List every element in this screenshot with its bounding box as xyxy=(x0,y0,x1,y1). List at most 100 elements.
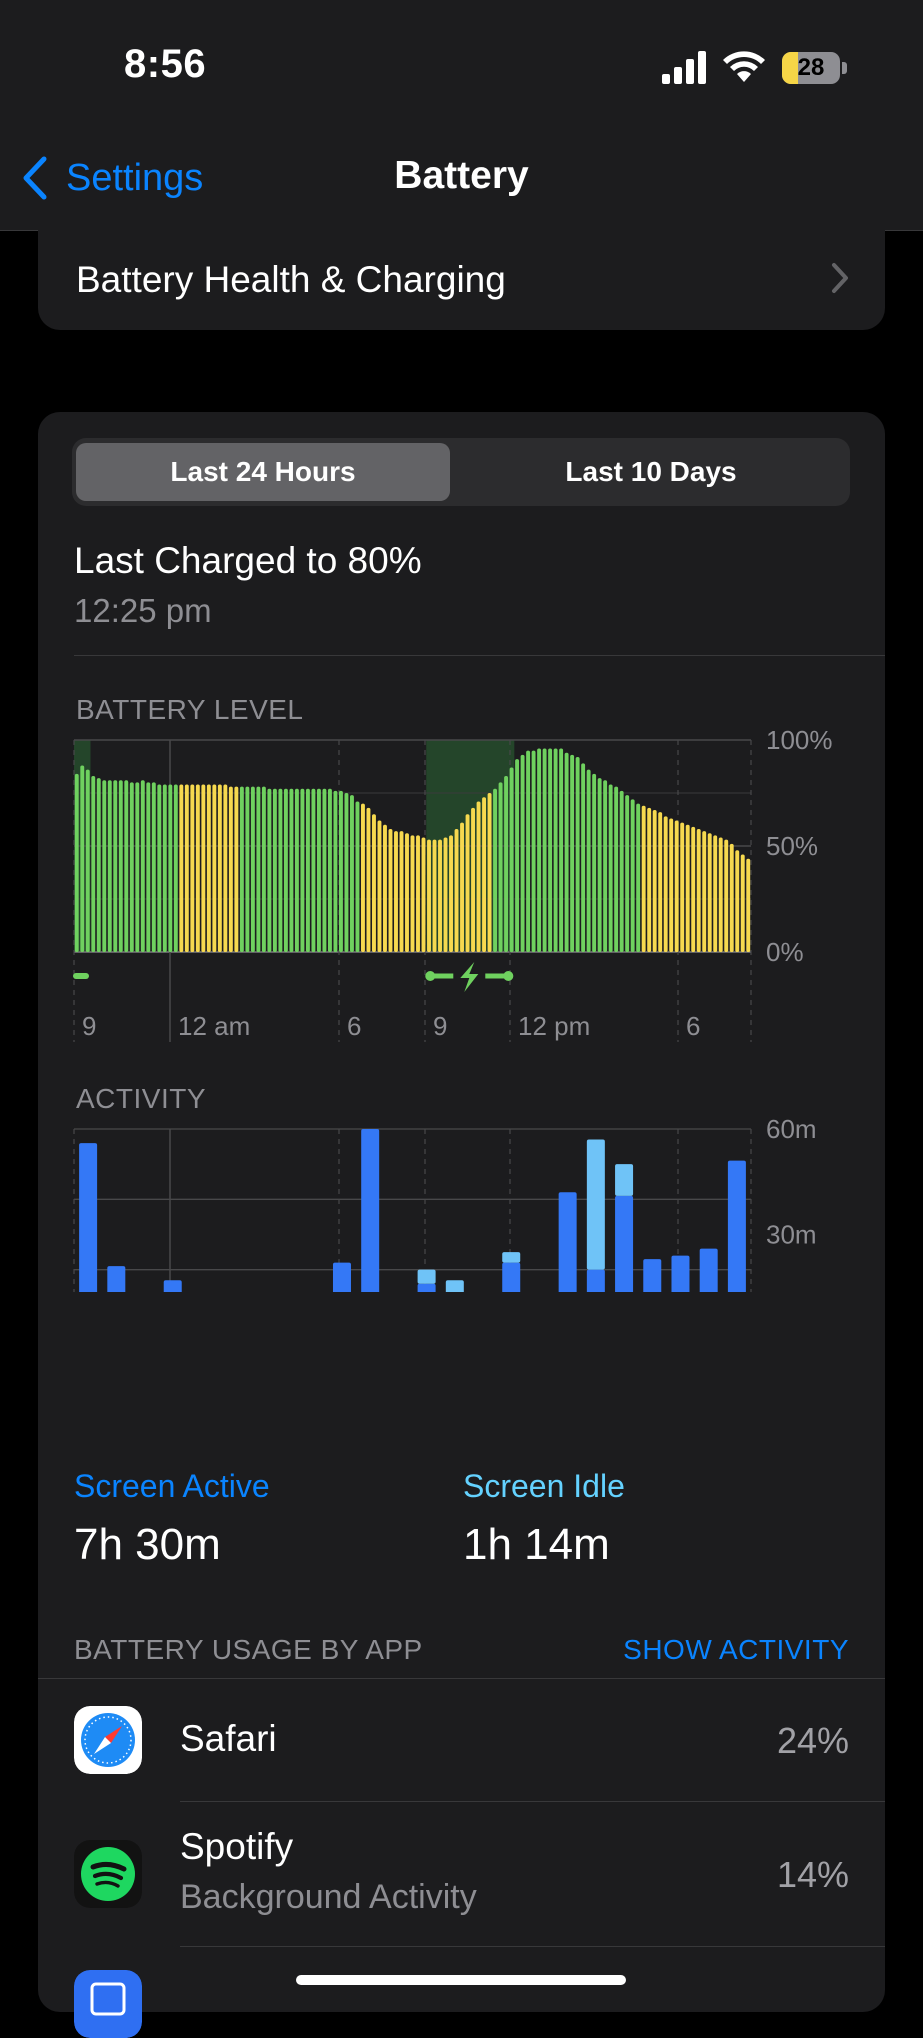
screen-idle-label: Screen Idle xyxy=(463,1468,625,1504)
battery-bar xyxy=(113,780,118,952)
battery-bar xyxy=(427,839,431,952)
battery-bar xyxy=(432,839,437,952)
activity-bar-idle xyxy=(417,1269,436,1284)
battery-bar xyxy=(581,763,586,952)
charging-indicator xyxy=(425,971,436,981)
battery-bar xyxy=(261,786,266,952)
x-tick-label: 12 am xyxy=(178,1011,250,1041)
battery-bar xyxy=(151,782,156,952)
battery-bar xyxy=(559,748,564,952)
y-tick-label: 100% xyxy=(766,725,833,755)
battery-bar xyxy=(625,795,630,952)
battery-level-chart: 100% 50% 0% 9 12 am 6 9 12 pm 6 xyxy=(73,725,833,1042)
activity-bar-active xyxy=(332,1262,351,1292)
x-tick-label: 9 xyxy=(82,1011,96,1041)
battery-bar xyxy=(327,788,332,952)
last-charged-time: 12:25 pm xyxy=(74,592,212,629)
battery-usage-card: Last 24 Hours Last 10 Days Last Charged … xyxy=(38,412,885,2038)
battery-bar xyxy=(377,820,382,952)
battery-bar xyxy=(405,833,409,952)
battery-bar xyxy=(91,776,96,952)
tab-last-10-days[interactable]: Last 10 Days xyxy=(565,456,737,487)
activity-bar-active xyxy=(558,1192,577,1292)
battery-bar xyxy=(383,824,387,952)
battery-bar xyxy=(669,818,674,952)
status-bar xyxy=(0,0,923,230)
activity-bar-idle xyxy=(445,1280,464,1292)
wifi-icon xyxy=(723,51,765,82)
divider xyxy=(38,1678,885,1679)
app-row-safari[interactable]: Safari 24% xyxy=(38,1679,885,1801)
battery-bar xyxy=(691,826,696,952)
battery-bar xyxy=(135,782,140,952)
tab-last-24-hours[interactable]: Last 24 Hours xyxy=(76,443,450,501)
battery-health-row[interactable]: Battery Health & Charging xyxy=(38,230,885,330)
activity-bar-active xyxy=(361,1129,380,1292)
battery-bar xyxy=(239,786,244,952)
activity-bar-idle xyxy=(586,1139,605,1270)
battery-bar xyxy=(338,790,343,952)
battery-bar xyxy=(179,784,184,952)
show-activity-button[interactable]: SHOW ACTIVITY xyxy=(623,1634,849,1665)
battery-bar xyxy=(619,790,624,952)
battery-bar xyxy=(311,788,316,952)
activity-bar-active xyxy=(79,1143,98,1292)
battery-bar xyxy=(217,784,222,952)
battery-bar xyxy=(85,769,90,952)
battery-bar xyxy=(493,788,498,952)
battery-bar xyxy=(267,788,272,952)
battery-bar xyxy=(718,837,723,952)
battery-bar xyxy=(729,843,734,952)
back-button[interactable]: Settings xyxy=(20,154,203,202)
x-tick-label: 9 xyxy=(433,1011,447,1041)
battery-bar xyxy=(289,788,294,952)
calculator-app-icon xyxy=(74,1970,142,2038)
battery-level-heading: BATTERY LEVEL xyxy=(76,694,304,725)
chevron-right-icon xyxy=(832,263,848,293)
battery-bar xyxy=(630,799,635,952)
battery-bar xyxy=(344,793,349,952)
battery-bar xyxy=(322,788,327,952)
battery-bar xyxy=(410,835,415,952)
charging-indicator xyxy=(503,971,514,981)
battery-bar xyxy=(482,797,487,952)
home-indicator[interactable] xyxy=(296,1975,626,1985)
cellular-signal-icon xyxy=(662,51,706,84)
battery-bar xyxy=(394,831,398,952)
battery-bar xyxy=(680,822,685,952)
battery-bar xyxy=(438,839,442,952)
y-tick-label: 30m xyxy=(766,1220,817,1250)
battery-bar xyxy=(471,807,475,952)
battery-bar xyxy=(504,776,509,952)
battery-bar xyxy=(300,788,305,952)
battery-bar xyxy=(674,820,679,952)
battery-bar xyxy=(190,784,195,952)
battery-bar xyxy=(399,831,404,952)
battery-cap xyxy=(842,62,847,74)
app-row-spotify[interactable]: Spotify Background Activity 14% xyxy=(38,1802,885,1946)
activity-bar-active xyxy=(699,1248,718,1292)
battery-bar xyxy=(168,784,173,952)
battery-bar xyxy=(531,750,536,952)
battery-bar xyxy=(157,784,162,952)
time-range-segmented-control: Last 24 Hours Last 10 Days xyxy=(72,438,850,506)
battery-bar xyxy=(294,788,299,952)
battery-bar xyxy=(542,748,547,952)
battery-bar xyxy=(283,788,288,952)
activity-bar-active xyxy=(727,1160,746,1292)
battery-bar xyxy=(140,780,145,952)
battery-bar xyxy=(74,773,79,952)
page-title: Battery xyxy=(394,154,529,197)
activity-bar-idle xyxy=(502,1252,521,1263)
y-tick-label: 60m xyxy=(766,1114,817,1144)
battery-bar xyxy=(652,809,657,952)
battery-bar xyxy=(564,752,569,952)
battery-bar xyxy=(250,786,255,952)
battery-bar xyxy=(603,780,608,952)
battery-bar xyxy=(350,795,354,952)
y-tick-label: 50% xyxy=(766,831,818,861)
battery-bar xyxy=(647,807,652,952)
battery-bar xyxy=(520,754,525,952)
lightning-bolt-icon xyxy=(460,962,479,992)
battery-bar xyxy=(129,782,134,952)
